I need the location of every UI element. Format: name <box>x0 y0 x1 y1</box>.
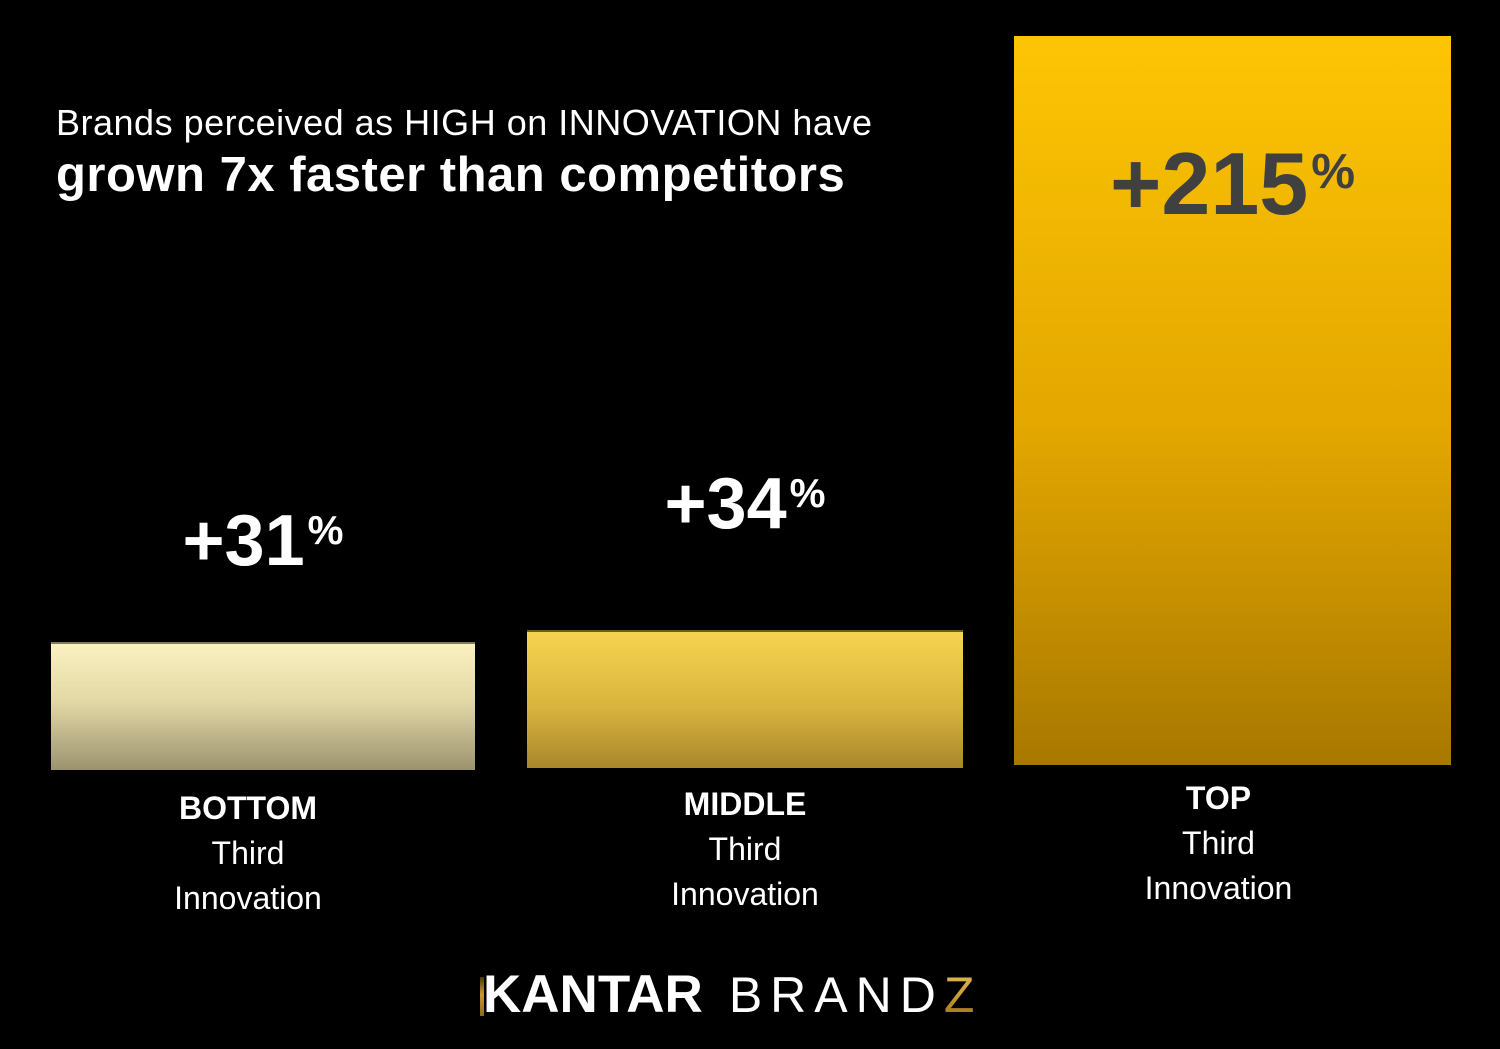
value-label-middle-third: +34% <box>527 468 963 540</box>
kantar-brandz-logo: KANTAR BRANDZ <box>480 965 983 1024</box>
kantar-wordmark: KANTAR <box>480 965 703 1024</box>
page-title: Brands perceived as HIGH on INNOVATION h… <box>56 100 1016 204</box>
category-line-3: Innovation <box>1144 870 1293 906</box>
value-label-top-third: +215% <box>1014 140 1451 228</box>
percent-sign: % <box>1311 144 1356 200</box>
value-label-bottom-third: +31% <box>51 505 475 577</box>
category-label-top-third: TOP Third Innovation <box>1000 776 1437 911</box>
kantar-text: KANTAR <box>483 965 703 1024</box>
category-label-bottom-third: BOTTOM Third Innovation <box>36 786 460 921</box>
kantar-gold-accent-bar <box>480 977 484 1016</box>
bar-bottom-third <box>51 642 475 770</box>
bar-top-third: +215% <box>1014 36 1451 765</box>
category-line-3: Innovation <box>671 876 819 912</box>
category-tier: TOP <box>1185 780 1252 816</box>
category-line-2: Third <box>708 831 782 867</box>
value-number: +215 <box>1109 134 1309 233</box>
category-label-middle-third: MIDDLE Third Innovation <box>527 782 963 917</box>
value-number: +31 <box>182 501 305 581</box>
percent-sign: % <box>307 507 344 554</box>
category-tier: BOTTOM <box>178 790 318 826</box>
title-line-1: Brands perceived as HIGH on INNOVATION h… <box>56 102 873 143</box>
category-line-2: Third <box>1182 825 1255 861</box>
brand-text: BRAND <box>728 967 944 1023</box>
category-line-2: Third <box>211 835 285 871</box>
value-number: +34 <box>664 464 787 544</box>
percent-sign: % <box>789 470 826 517</box>
bar-middle-third <box>527 630 963 768</box>
category-line-3: Innovation <box>174 880 322 916</box>
category-tier: MIDDLE <box>683 786 807 822</box>
brandz-z-gold: Z <box>943 967 983 1023</box>
brandz-wordmark: BRANDZ <box>729 970 983 1020</box>
title-line-2: grown 7x faster than competitors <box>56 148 846 202</box>
